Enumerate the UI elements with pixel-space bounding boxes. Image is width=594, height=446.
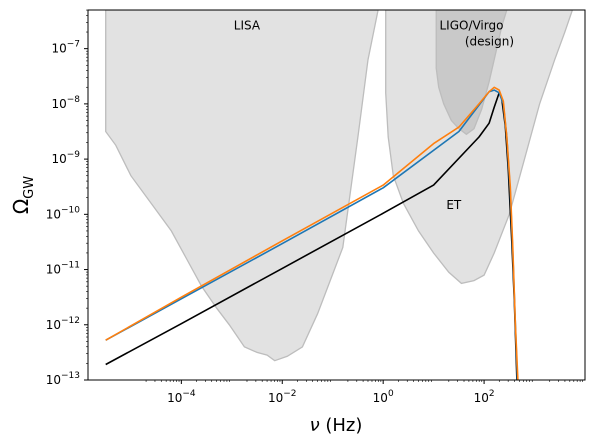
x-tick-label: 100	[373, 389, 394, 405]
y-axis-label: ΩGW	[9, 176, 37, 214]
y-tick-label: 10−11	[46, 261, 80, 277]
region-label-ligo-virgo-design: (design)	[465, 34, 514, 48]
y-tick-label: 10−12	[46, 316, 80, 332]
y-tick-label: 10−9	[51, 150, 80, 166]
y-tick-label: 10−10	[46, 205, 81, 221]
y-tick-label: 10−8	[51, 95, 80, 111]
y-tick-label: 10−13	[46, 371, 80, 387]
spectrum-curve-3	[105, 86, 519, 380]
spectrum-curves	[105, 86, 519, 380]
x-tick-label: 102	[474, 389, 495, 405]
y-tick-label: 10−7	[51, 40, 80, 56]
region-label-ligo-virgo-design: LIGO/Virgo	[439, 18, 503, 32]
sensitivity-region-ligo-virgo-design	[435, 10, 508, 136]
y-axis-ticks: 10−13 10−12 10−11 10−10 10−9 10−8 10−7	[46, 9, 88, 387]
x-axis-label: ν (Hz)	[310, 415, 363, 436]
sensitivity-region-lisa	[105, 10, 379, 362]
plot-frame	[87, 9, 586, 381]
region-labels: LISA ET LIGO/Virgo (design)	[234, 18, 514, 211]
x-tick-label: 10−2	[268, 389, 297, 405]
sensitivity-regions	[105, 10, 574, 362]
x-axis-ticks: 10−4 10−2 100 102	[145, 380, 583, 405]
sensitivity-region-et	[385, 10, 574, 285]
x-tick-label: 10−4	[167, 389, 196, 405]
region-label-et: ET	[446, 198, 462, 212]
region-label-lisa: LISA	[234, 18, 261, 32]
